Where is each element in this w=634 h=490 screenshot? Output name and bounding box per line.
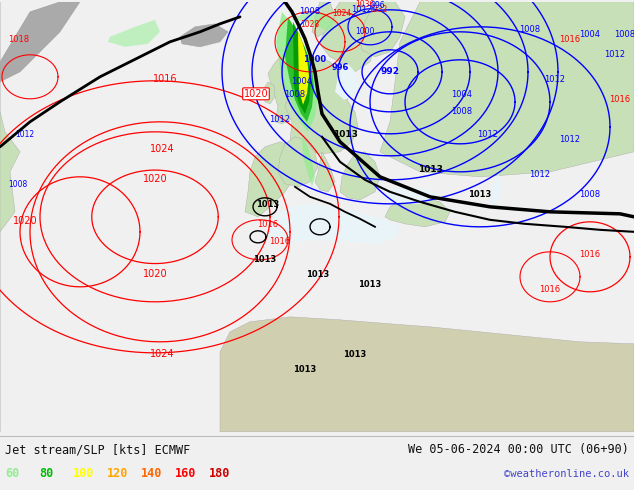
Text: 1016: 1016 — [609, 95, 631, 104]
Text: 1013: 1013 — [469, 190, 491, 199]
Text: 1008: 1008 — [519, 25, 541, 34]
Text: 1013: 1013 — [418, 165, 443, 174]
Text: 1013: 1013 — [294, 365, 316, 374]
Text: 1008: 1008 — [451, 107, 472, 116]
Polygon shape — [385, 187, 438, 204]
Polygon shape — [320, 2, 375, 72]
Text: 1016: 1016 — [540, 285, 560, 294]
Polygon shape — [265, 204, 400, 244]
Text: 1012: 1012 — [15, 130, 34, 139]
Polygon shape — [245, 142, 300, 217]
Text: 1024: 1024 — [150, 144, 174, 154]
Text: 1020: 1020 — [143, 269, 167, 279]
Polygon shape — [293, 22, 311, 114]
Polygon shape — [302, 137, 315, 187]
Polygon shape — [278, 137, 318, 187]
Text: 80: 80 — [39, 467, 53, 480]
Polygon shape — [360, 2, 405, 57]
Text: 1012: 1012 — [477, 130, 498, 139]
Polygon shape — [180, 24, 228, 47]
Polygon shape — [220, 317, 634, 432]
Polygon shape — [0, 2, 80, 82]
Text: 1013: 1013 — [333, 130, 358, 139]
Text: 1013: 1013 — [344, 350, 366, 359]
Text: 1000: 1000 — [355, 27, 375, 36]
Text: 1013: 1013 — [256, 200, 280, 209]
Text: 1013: 1013 — [254, 255, 276, 264]
Text: ©weatheronline.co.uk: ©weatheronline.co.uk — [504, 469, 629, 479]
Polygon shape — [292, 12, 335, 32]
Text: 996: 996 — [371, 1, 385, 10]
Polygon shape — [315, 152, 335, 192]
Text: 1008: 1008 — [8, 180, 27, 189]
Text: 180: 180 — [209, 467, 230, 480]
Text: 140: 140 — [141, 467, 162, 480]
Text: 1004: 1004 — [451, 90, 472, 99]
Text: 1004: 1004 — [579, 30, 600, 39]
Text: 1004: 1004 — [292, 77, 313, 86]
Polygon shape — [340, 152, 380, 200]
Polygon shape — [108, 20, 160, 47]
Text: 1000: 1000 — [304, 55, 327, 64]
Text: 1012: 1012 — [269, 115, 290, 124]
Text: 1008: 1008 — [614, 30, 634, 39]
Text: 1012: 1012 — [529, 170, 550, 179]
Polygon shape — [285, 57, 358, 154]
Text: 1032: 1032 — [368, 5, 387, 14]
Polygon shape — [385, 197, 450, 227]
Text: 996: 996 — [332, 63, 349, 72]
Text: 1012: 1012 — [351, 5, 373, 14]
Polygon shape — [380, 2, 634, 177]
Text: We 05-06-2024 00:00 UTC (06+90): We 05-06-2024 00:00 UTC (06+90) — [408, 443, 629, 456]
Text: 1020: 1020 — [143, 174, 167, 184]
Polygon shape — [312, 2, 335, 37]
Text: 1016: 1016 — [579, 250, 600, 259]
Text: 992: 992 — [380, 67, 399, 76]
Text: 1008: 1008 — [285, 90, 306, 99]
Text: 1013: 1013 — [306, 270, 330, 279]
Text: 160: 160 — [175, 467, 197, 480]
Text: 1018: 1018 — [8, 35, 29, 44]
Text: 60: 60 — [5, 467, 19, 480]
Text: 1016: 1016 — [559, 35, 581, 44]
Polygon shape — [263, 82, 275, 104]
Text: 1024: 1024 — [150, 349, 174, 359]
Polygon shape — [0, 2, 20, 432]
Text: 1028: 1028 — [301, 20, 320, 29]
Text: 1008: 1008 — [299, 7, 321, 16]
Text: 1016: 1016 — [257, 220, 278, 229]
Polygon shape — [276, 12, 318, 132]
Polygon shape — [490, 174, 502, 207]
Text: 1008: 1008 — [579, 190, 600, 199]
Text: 1013: 1013 — [358, 280, 382, 289]
Text: 1036: 1036 — [355, 0, 375, 9]
Polygon shape — [285, 17, 314, 122]
Text: 1016: 1016 — [153, 74, 178, 84]
Polygon shape — [335, 64, 358, 100]
Text: 1024: 1024 — [332, 9, 352, 18]
Text: 100: 100 — [73, 467, 94, 480]
Text: 1020: 1020 — [243, 89, 268, 99]
Text: 1012: 1012 — [559, 135, 581, 144]
Text: 1012: 1012 — [545, 75, 566, 84]
Text: 1016: 1016 — [269, 237, 290, 246]
Polygon shape — [268, 57, 292, 124]
Polygon shape — [298, 32, 309, 105]
Text: Jet stream/SLP [kts] ECMWF: Jet stream/SLP [kts] ECMWF — [5, 443, 190, 456]
Text: 120: 120 — [107, 467, 128, 480]
Text: 1020: 1020 — [13, 216, 37, 226]
Text: 1012: 1012 — [604, 50, 626, 59]
